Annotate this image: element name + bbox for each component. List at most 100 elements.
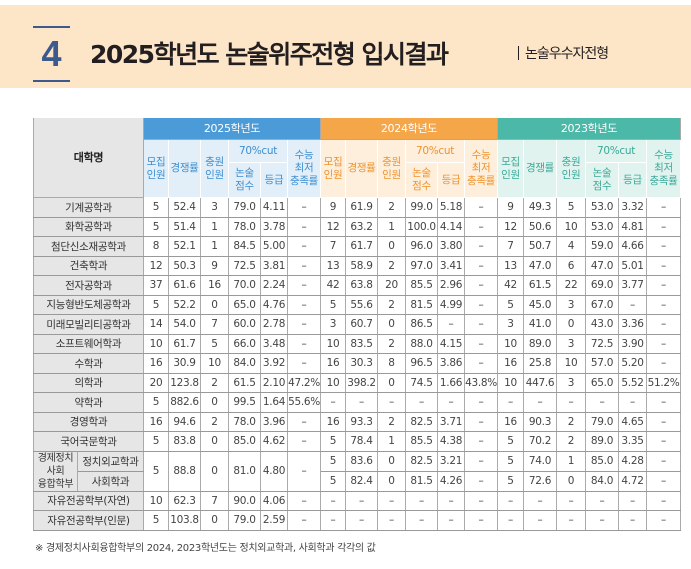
cell-value: 74.5 <box>405 373 438 393</box>
cell-value: – <box>646 275 681 296</box>
cell-value: 13 <box>497 256 524 276</box>
cell-value: 5 <box>320 431 346 452</box>
cell-value: 4.72 <box>618 471 647 492</box>
cell-value: 5 <box>320 451 346 472</box>
cell-value: – <box>646 491 681 511</box>
cell-value: – <box>405 510 438 531</box>
cell-value: 42 <box>497 275 524 296</box>
department-name: 사회학과 <box>77 471 144 492</box>
cell-value: 2 <box>377 197 406 218</box>
cell-value: 5 <box>497 471 524 492</box>
cell-value: – <box>287 197 321 218</box>
cell-value: 10 <box>497 334 524 354</box>
cell-value: 50.6 <box>523 217 557 237</box>
cell-value: 52.2 <box>168 295 201 315</box>
cell-value: – <box>556 491 586 511</box>
cell-value: – <box>618 392 647 413</box>
cell-value: 88.0 <box>405 334 438 354</box>
group-name: 경제정치 사회 융합학부 <box>33 451 78 492</box>
cell-value: 52.1 <box>168 236 201 257</box>
cell-value: 3.35 <box>618 431 647 452</box>
cell-value: 5 <box>320 471 346 492</box>
cell-value: – <box>287 236 321 257</box>
university-name: 약학과 <box>33 392 144 413</box>
cell-value: – <box>437 392 465 413</box>
cell-value: 2 <box>200 412 229 432</box>
cell-value: 78.0 <box>228 217 261 237</box>
cell-value: 0 <box>556 471 586 492</box>
cell-value: – <box>646 314 681 335</box>
cell-value: – <box>464 197 498 218</box>
cell-value: 42 <box>320 275 346 296</box>
cell-value: 69.0 <box>585 275 619 296</box>
cell-value: 3 <box>556 334 586 354</box>
cell-value: 93.3 <box>345 412 378 432</box>
cell-value: – <box>287 256 321 276</box>
cell-value: 60.0 <box>228 314 261 335</box>
cell-value: 83.8 <box>168 431 201 452</box>
university-name: 자유전공학부(자연) <box>33 491 144 511</box>
header-competition: 경쟁률 <box>168 139 201 198</box>
cell-value: 4.15 <box>437 334 465 354</box>
cell-value: 8 <box>377 353 406 374</box>
cell-value: 51.4 <box>168 217 201 237</box>
cell-value: 0 <box>377 314 406 335</box>
cell-value: – <box>437 491 465 511</box>
cell-value: 4.99 <box>437 295 465 315</box>
table-row: 전자공학과 37 61.6 16 70.0 2.24–42 63.8 20 85.5 2.96–4… <box>33 275 681 296</box>
header-university: 대학명 <box>33 118 144 198</box>
university-name: 수학과 <box>33 353 144 374</box>
footnote: ※ 경제정치사회융합학부의 2024, 2023학년도는 정치외교학과, 사회학… <box>35 543 376 554</box>
table-row: 기계공학과 5 52.4 3 79.0 4.11–9 61.9 2 99.0 5.18–9 49.3… <box>33 197 681 218</box>
cell-value: 2 <box>556 431 586 452</box>
cell-value: 5.01 <box>618 256 647 276</box>
cell-value: 72.5 <box>228 256 261 276</box>
cell-value: 3 <box>556 373 586 393</box>
cell-value: 4.62 <box>260 431 288 452</box>
cell-value: 3.48 <box>260 334 288 354</box>
cell-value: 82.5 <box>405 412 438 432</box>
cell-value: – <box>618 295 647 315</box>
cell-value: 100.0 <box>405 217 438 237</box>
cell-value: – <box>464 295 498 315</box>
cell-value: – <box>523 392 557 413</box>
cell-value: 4.76 <box>260 295 288 315</box>
cell-value: 1 <box>200 217 229 237</box>
cell-value: – <box>287 314 321 335</box>
cell-value: – <box>646 510 681 531</box>
table-row: 약학과 5 882.6 0 99.5 1.64 55.6% – – – – – – – – – – – – <box>33 392 681 413</box>
cell-value: – <box>345 392 378 413</box>
cell-value: 7 <box>497 236 524 257</box>
cell-value: 79.0 <box>228 197 261 218</box>
university-name: 국어국문학과 <box>33 431 144 452</box>
cell-value: – <box>287 431 321 452</box>
cell-value: – <box>497 491 524 511</box>
cell-value: 90.0 <box>228 491 261 511</box>
cell-value: – <box>464 334 498 354</box>
cell-value: – <box>646 412 681 432</box>
header-fill: 충원 인원 <box>377 139 406 198</box>
header-csat: 수능 최저 충족률 <box>287 139 321 198</box>
cell-value: 10 <box>143 491 169 511</box>
university-name: 미래모빌리티공학과 <box>33 314 144 335</box>
cell-value: – <box>287 412 321 432</box>
cell-value: 66.0 <box>228 334 261 354</box>
cell-value: 61.6 <box>168 275 201 296</box>
cell-value: 3.21 <box>437 451 465 472</box>
cell-value: 70.2 <box>523 431 557 452</box>
cell-value: 5 <box>143 451 169 492</box>
cell-value: 5 <box>200 334 229 354</box>
cell-value: 61.5 <box>523 275 557 296</box>
cell-value: 16 <box>320 412 346 432</box>
university-name: 화학공학과 <box>33 217 144 237</box>
cell-value: 5 <box>143 392 169 413</box>
cell-value: 61.9 <box>345 197 378 218</box>
cell-value: 10 <box>556 353 586 374</box>
cell-value: 1 <box>377 431 406 452</box>
header-score: 논술 점수 <box>405 162 438 198</box>
header-fill: 충원 인원 <box>556 139 586 198</box>
cell-value: 5.20 <box>618 353 647 374</box>
cell-value: 3.92 <box>260 353 288 374</box>
header-recruit: 모집 인원 <box>497 139 524 198</box>
header-score: 논술 점수 <box>585 162 619 198</box>
